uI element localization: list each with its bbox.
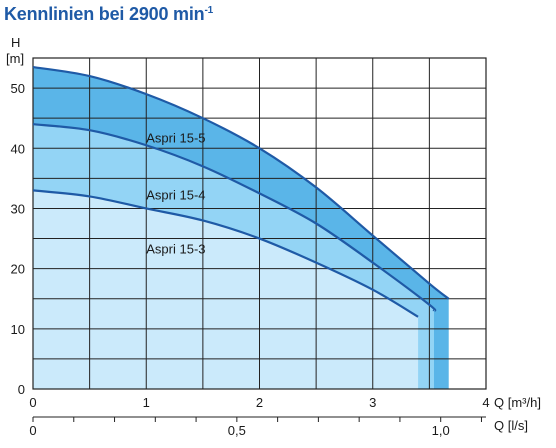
curve-aspri-15-3 [32, 189, 419, 318]
chart-title-sup: -1 [204, 5, 213, 16]
x-axis-label-primary: Q [m³/h] [494, 395, 541, 410]
series-label-aspri-15-5: Aspri 15-5 [146, 130, 205, 145]
x-tick-label: 1 [143, 395, 150, 410]
plot-frame [32, 57, 487, 390]
x-tick-label: 0 [29, 395, 36, 410]
y-tick-label: 0 [18, 382, 25, 397]
y-tick-label: 50 [11, 81, 25, 96]
area-aspri-15-3 [33, 190, 419, 389]
end-band-2 [406, 316, 419, 389]
y-tick-label: 40 [11, 141, 25, 156]
secondary-tick-label: 1,0 [432, 423, 450, 438]
curve-aspri-15-4 [32, 123, 437, 312]
end-band-1 [421, 310, 434, 389]
y-tick-label: 10 [11, 322, 25, 337]
series-label-aspri-15-3: Aspri 15-3 [146, 242, 205, 257]
x-axis-label-secondary: Q [l/s] [494, 418, 528, 433]
secondary-tick-label: 0,5 [228, 423, 246, 438]
y-tick-label: 30 [11, 201, 25, 216]
x-tick-label: 3 [369, 395, 376, 410]
secondary-tick-label: 0 [29, 423, 36, 438]
x-tick-label: 2 [256, 395, 263, 410]
y-tick-label: 20 [11, 262, 25, 277]
x-tick-label: 4 [482, 395, 489, 410]
series-label-aspri-15-4: Aspri 15-4 [146, 187, 205, 202]
chart-title: Kennlinien bei 2900 min-1 [4, 4, 213, 25]
y-axis-unit: [m] [6, 51, 24, 66]
curve-aspri-15-5 [32, 65, 450, 300]
chart-title-main: Kennlinien bei 2900 min [4, 4, 205, 24]
end-band-0 [436, 298, 449, 389]
y-axis-label: H [11, 35, 20, 50]
